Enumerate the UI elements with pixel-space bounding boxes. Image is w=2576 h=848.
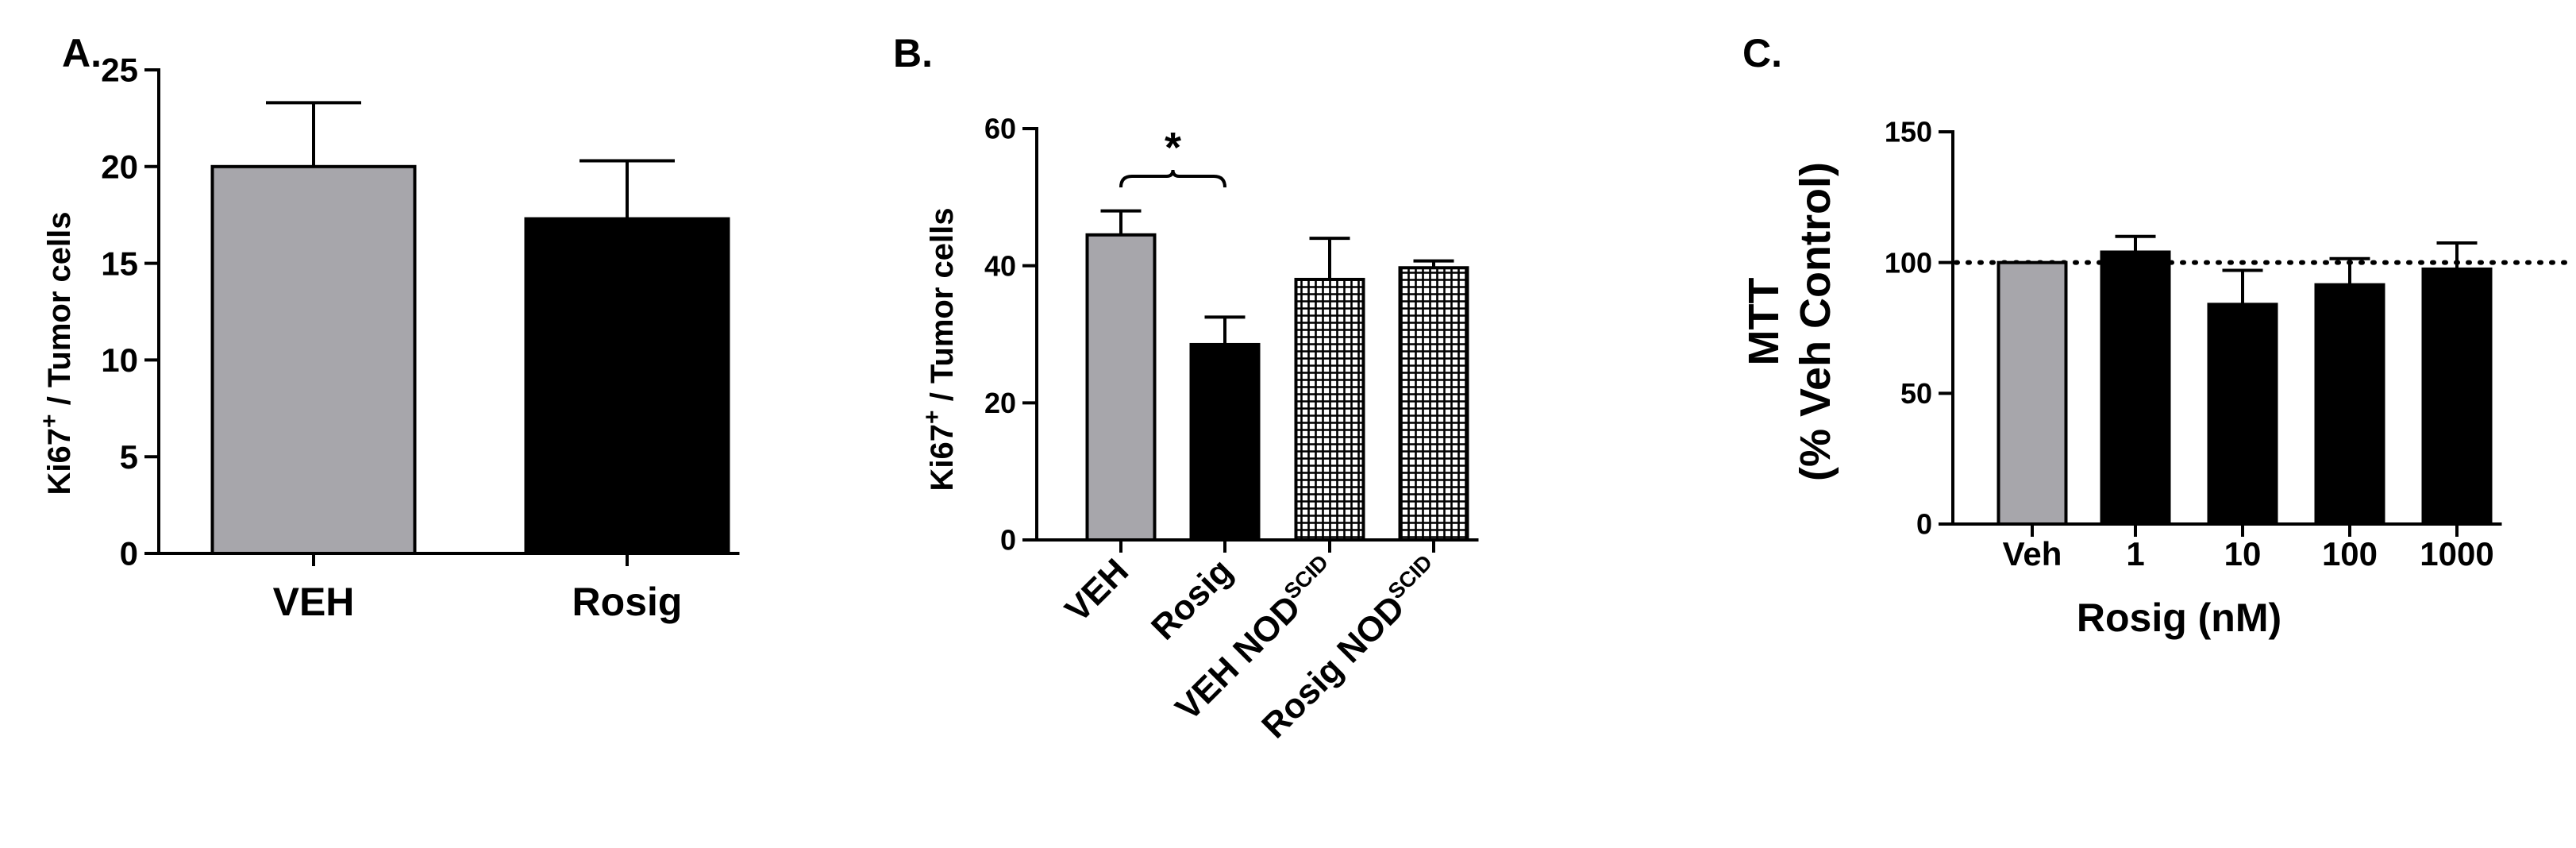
panel-c-bar: [1996, 260, 2068, 526]
panel-b-label: B.: [893, 31, 933, 75]
panel-c-y-tick-label: 0: [1916, 508, 1932, 541]
panel-a-y-tick-label: 20: [101, 148, 138, 186]
panel-a-y-label-sup: +: [37, 414, 63, 428]
panel-a-plot: 0 5 10 15 20 25 VEH Rosig: [101, 52, 740, 624]
panel-c-y-tick-label: 100: [1885, 246, 1932, 279]
panel-b-y-label-sup: +: [919, 410, 945, 424]
panel-c-bar: [2207, 303, 2278, 526]
panel-a: A. Ki67+ / Tumor cells 0 5 10 15 20 25 VEH Rosi…: [37, 31, 740, 624]
panel-b-y-tick-label: 60: [984, 113, 1016, 145]
panel-c-label: C.: [1742, 31, 1782, 75]
panel-b-significance-star: *: [1165, 124, 1181, 172]
panel-c-category-label: 1000: [2420, 535, 2493, 572]
panel-a-y-tick-label: 10: [101, 341, 138, 379]
panel-a-y-label-main: Ki67: [42, 428, 77, 495]
panel-b-bar: [1398, 266, 1469, 542]
panel-b-category-label: Rosig: [1144, 551, 1240, 647]
panel-b-y-label-rest: / Tumor cells: [925, 208, 960, 411]
panel-b-bar: [1189, 342, 1261, 542]
panel-a-y-tick-label: 5: [120, 438, 138, 476]
panel-a-y-axis-label: Ki67+ / Tumor cells: [37, 212, 77, 495]
panel-b-category-label: Rosig NODSCID: [1253, 549, 1449, 746]
svg-text:Ki67+ / Tumor cells: Ki67+ / Tumor cells: [37, 212, 77, 495]
panel-b-y-label-main: Ki67: [925, 424, 960, 491]
panel-c-y-label-line2: (% Veh Control): [1792, 162, 1839, 481]
panel-b-bar: [1085, 233, 1157, 542]
panel-c-category-label: 100: [2322, 535, 2378, 572]
panel-c-x-axis-label: Rosig (nM): [2077, 596, 2281, 640]
svg-text:Ki67+ / Tumor cells: Ki67+ / Tumor cells: [919, 208, 960, 491]
panel-c-bar: [2100, 250, 2171, 526]
panel-c: C. MTT (% Veh Control) Rosig (nM) 0 50 100…: [1740, 31, 2568, 640]
panel-a-category-label: VEH: [273, 580, 355, 624]
panel-a-bar: [524, 217, 730, 555]
panel-c-category-label: 10: [2224, 535, 2262, 572]
panel-a-category-label: Rosig: [572, 580, 683, 624]
panel-b-y-tick-label: 0: [1000, 524, 1016, 557]
panel-c-bar: [2421, 267, 2493, 526]
panel-c-bar: [2314, 283, 2385, 526]
panel-b-category-label: VEH: [1057, 551, 1136, 630]
panel-b-y-tick-label: 20: [984, 387, 1016, 419]
panel-b-y-tick-label: 40: [984, 249, 1016, 282]
panel-c-category-label: Veh: [2003, 535, 2062, 572]
panel-c-plot: 0 50 100 150 Veh 1 10 100 1000: [1885, 116, 2568, 572]
panel-a-label: A.: [62, 31, 102, 75]
panel-c-y-tick-label: 150: [1885, 116, 1932, 148]
panel-b-y-axis-label: Ki67+ / Tumor cells: [919, 208, 960, 491]
panel-a-y-tick-label: 15: [101, 245, 138, 282]
panel-c-y-label-line1: MTT: [1740, 278, 1788, 366]
panel-c-y-tick-label: 50: [1900, 377, 1932, 410]
panel-a-y-tick-label: 25: [101, 52, 138, 89]
panel-a-y-tick-label: 0: [120, 535, 138, 572]
panel-b-bar: [1294, 277, 1365, 542]
panel-c-category-label: 1: [2126, 535, 2144, 572]
panel-b-significance-bracket: [1119, 169, 1226, 188]
panel-a-y-label-rest: / Tumor cells: [42, 212, 77, 414]
panel-a-bar: [210, 164, 417, 556]
